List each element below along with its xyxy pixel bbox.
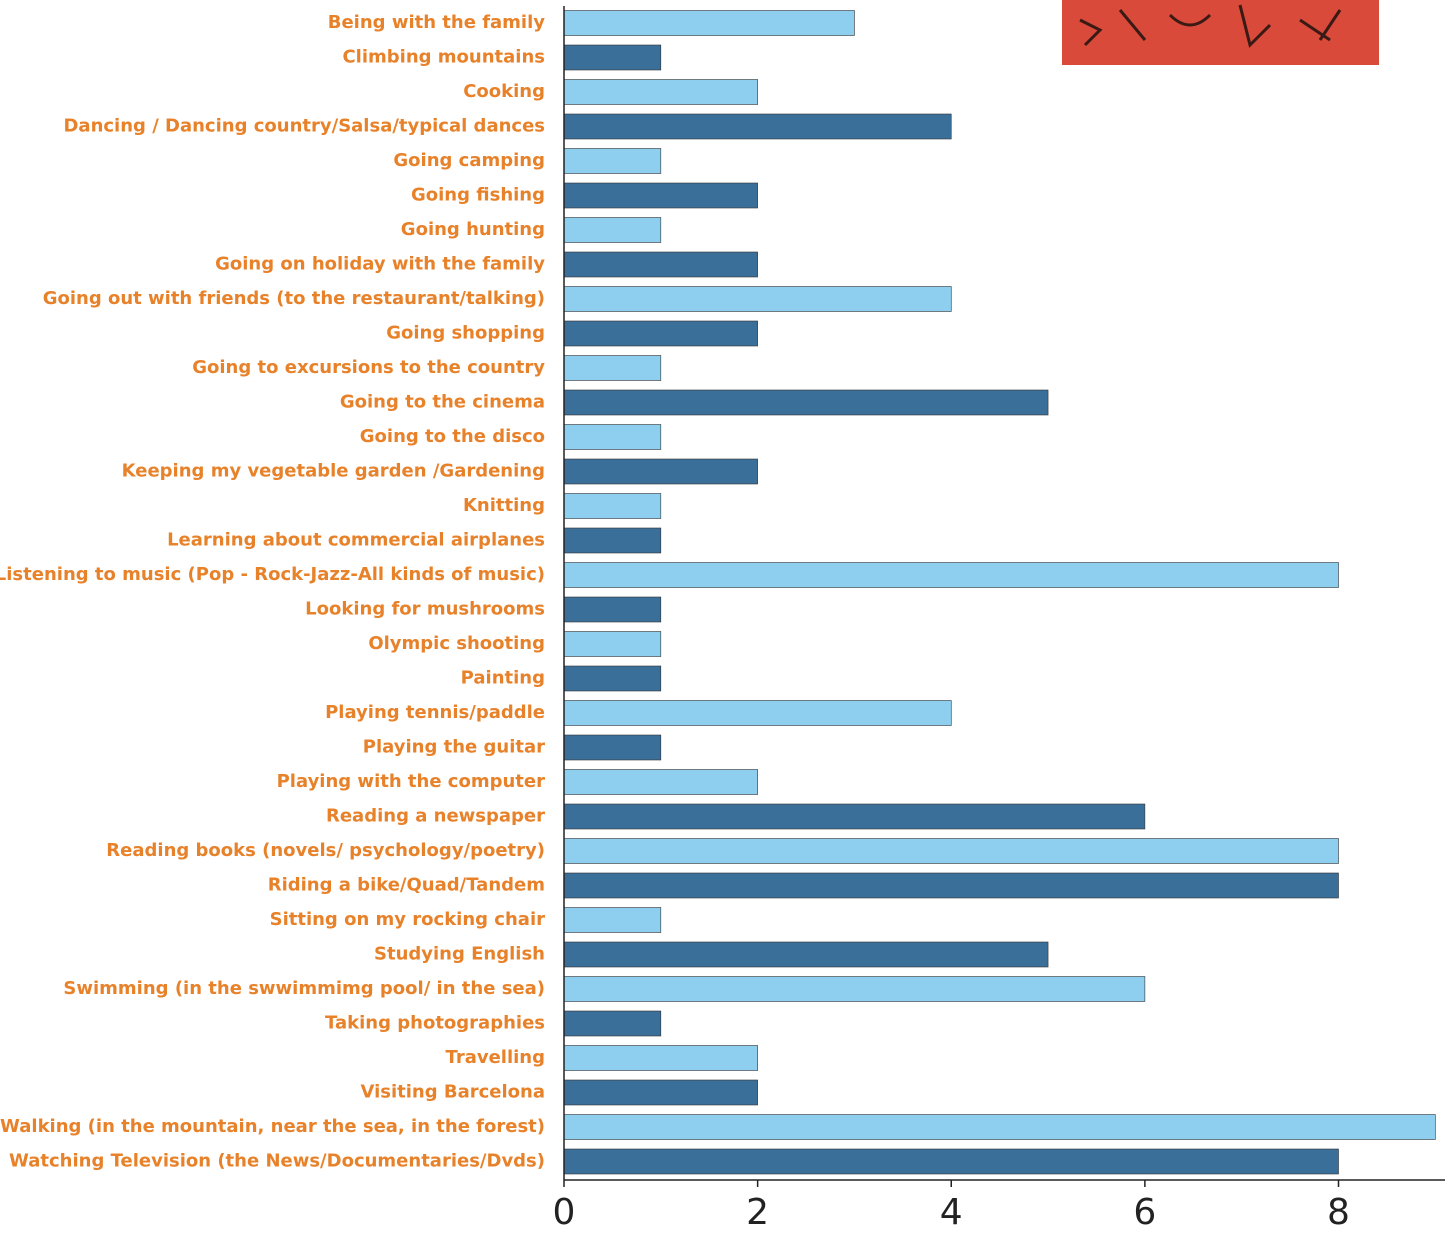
y-tick-label: Dancing / Dancing country/Salsa/typical … <box>63 116 545 137</box>
bar <box>563 769 758 795</box>
x-tick-label: 8 <box>1327 1192 1350 1233</box>
x-tick-label: 0 <box>553 1192 576 1233</box>
y-tick-label: Playing tennis/paddle <box>325 702 545 723</box>
decorative-image-pattern <box>1079 4 1342 48</box>
y-tick-label: Reading books (novels/ psychology/poetry… <box>106 840 545 861</box>
bar <box>563 148 662 174</box>
bar <box>563 596 662 623</box>
y-tick-label: Knitting <box>463 495 545 516</box>
y-tick-label: Going on holiday with the family <box>215 254 545 275</box>
y-tick-label: Climbing mountains <box>342 47 545 68</box>
y-tick-label: Going to the disco <box>360 426 545 447</box>
y-tick-label: Riding a bike/Quad/Tandem <box>268 875 545 896</box>
y-tick-label: Going to excursions to the country <box>192 357 545 378</box>
bar <box>563 976 1146 1002</box>
y-tick-label: Going hunting <box>401 219 545 240</box>
bar <box>563 217 662 243</box>
y-tick-label: Watching Television (the News/Documentar… <box>9 1151 545 1172</box>
bar <box>563 458 758 485</box>
y-tick-label: Learning about commercial airplanes <box>167 530 545 551</box>
y-tick-label: Looking for mushrooms <box>305 599 545 620</box>
bar <box>563 700 952 726</box>
x-tick-label: 4 <box>940 1192 963 1233</box>
bar <box>563 631 662 657</box>
bar <box>563 872 1339 899</box>
y-tick-label: Keeping my vegetable garden /Gardening <box>122 461 545 482</box>
y-tick-label: Swimming (in the swwimmimg pool/ in the … <box>63 978 545 999</box>
y-tick-label: Studying English <box>374 944 545 965</box>
y-tick-label: Sitting on my rocking chair <box>270 909 546 930</box>
y-tick-label: Reading a newspaper <box>326 806 545 827</box>
bar <box>563 665 662 692</box>
bar <box>563 493 662 519</box>
bar <box>563 10 855 36</box>
bar <box>563 562 1339 588</box>
bar <box>563 527 662 554</box>
bar <box>563 320 758 347</box>
y-tick-label: Olympic shooting <box>368 633 545 654</box>
bar <box>563 1045 758 1071</box>
bar <box>563 389 1049 416</box>
bar <box>563 286 952 312</box>
y-tick-label: Listening to music (Pop - Rock-Jazz-All … <box>0 564 545 585</box>
y-tick-label: Painting <box>461 668 545 689</box>
y-tick-label: Going out with friends (to the restauran… <box>43 288 545 309</box>
y-tick-label: Being with the family <box>328 12 546 33</box>
bar <box>563 734 662 761</box>
bar <box>563 838 1339 864</box>
bar <box>563 1148 1339 1175</box>
bar <box>563 941 1049 968</box>
x-tick-label: 6 <box>1133 1192 1156 1233</box>
bar <box>563 355 662 381</box>
bar <box>563 251 758 278</box>
y-tick-label: Cooking <box>463 81 545 102</box>
y-tick-label: Going camping <box>393 150 545 171</box>
bar <box>563 113 952 140</box>
y-tick-label: Going fishing <box>411 185 545 206</box>
bar <box>563 182 758 209</box>
y-tick-label: Visiting Barcelona <box>360 1082 545 1103</box>
bar <box>563 1114 1436 1140</box>
y-tick-label: Going to the cinema <box>340 392 545 413</box>
bar <box>563 424 662 450</box>
y-tick-label: Going shopping <box>386 323 545 344</box>
y-tick-label: Playing the guitar <box>363 737 545 758</box>
y-tick-label: Travelling <box>446 1047 545 1068</box>
y-tick-label: Walking (in the mountain, near the sea, … <box>0 1116 545 1137</box>
bar <box>563 1079 758 1106</box>
y-tick-label: Taking photographies <box>325 1013 545 1034</box>
bar <box>563 907 662 933</box>
y-tick-label: Playing with the computer <box>277 771 546 792</box>
x-tick-label: 2 <box>746 1192 769 1233</box>
decorative-image <box>1062 0 1379 65</box>
bar <box>563 44 662 71</box>
bar <box>563 79 758 105</box>
bar <box>563 803 1146 830</box>
bar <box>563 1010 662 1037</box>
